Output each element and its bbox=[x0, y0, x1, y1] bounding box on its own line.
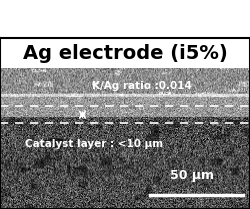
Text: 50 μm: 50 μm bbox=[170, 169, 214, 182]
Text: Ag electrode (i5%): Ag electrode (i5%) bbox=[22, 43, 228, 62]
FancyBboxPatch shape bbox=[0, 38, 250, 69]
Text: K/Ag ratio :0.014: K/Ag ratio :0.014 bbox=[92, 81, 192, 91]
Text: Catalyst layer : <10 μm: Catalyst layer : <10 μm bbox=[25, 139, 163, 149]
